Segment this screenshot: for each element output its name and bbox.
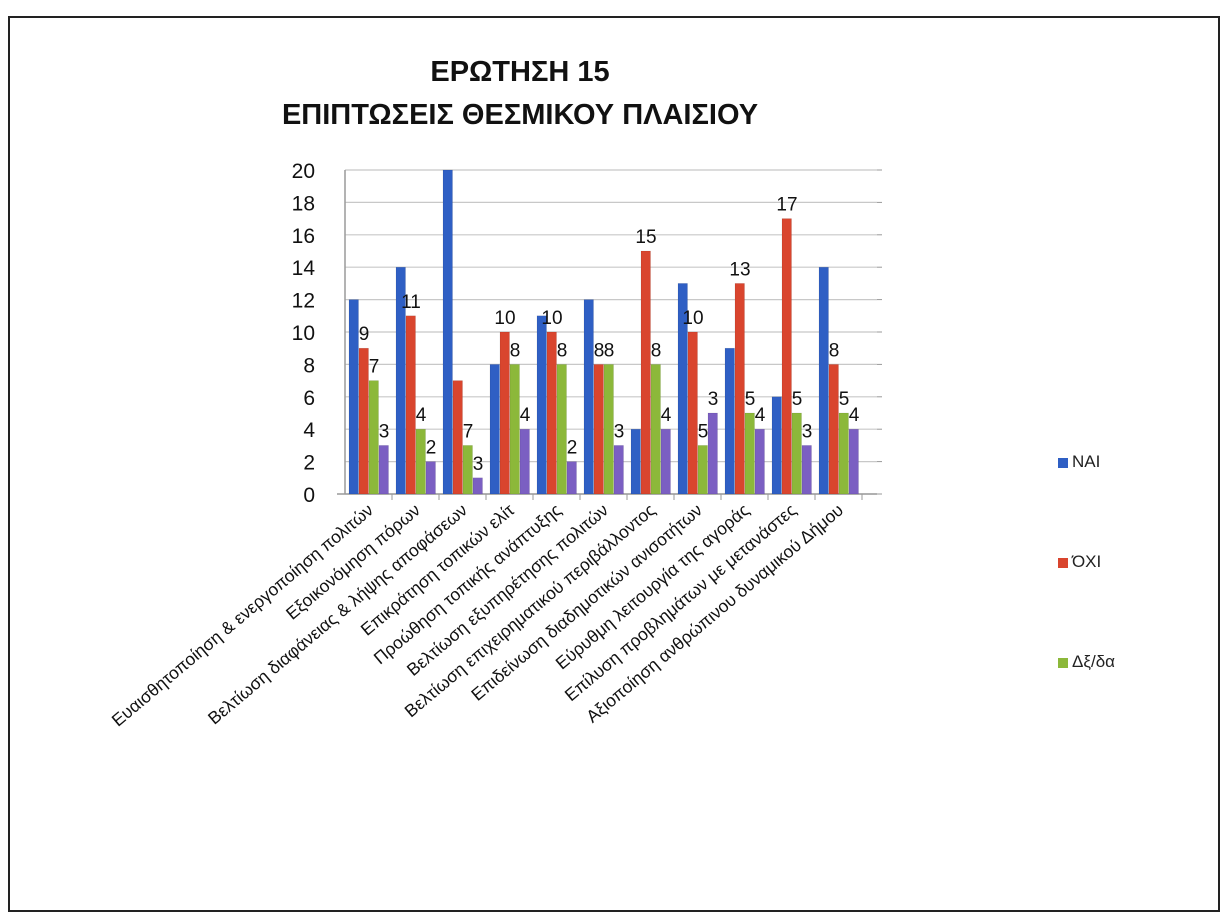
- legend-item-nai: ΝΑΙ: [1058, 452, 1100, 472]
- bar: [425, 461, 436, 495]
- bar: [818, 266, 829, 495]
- bar: [489, 364, 500, 495]
- y-tick-label: 20: [292, 160, 315, 183]
- bar: [519, 428, 530, 495]
- legend-swatch-oxi: [1058, 557, 1068, 568]
- data-label: 5: [698, 421, 709, 442]
- y-tick-label: 8: [303, 354, 315, 377]
- bar: [734, 283, 745, 495]
- chart-title-line1: ΕΡΩΤΗΣΗ 15: [430, 56, 610, 88]
- bar: [828, 364, 839, 495]
- data-label: 5: [792, 389, 803, 410]
- legend-item-dxda: Δξ/δα: [1058, 652, 1115, 672]
- bar: [546, 331, 557, 495]
- bar: [442, 169, 453, 495]
- bar: [405, 315, 416, 495]
- data-label: 7: [369, 357, 380, 378]
- bar: [707, 412, 718, 495]
- y-tick-label: 6: [303, 387, 315, 410]
- data-label: 3: [473, 454, 484, 475]
- bar: [838, 412, 849, 495]
- bar: [677, 283, 688, 495]
- data-label: 3: [379, 421, 390, 442]
- data-label: 4: [416, 405, 427, 426]
- legend-label-dxda: Δξ/δα: [1072, 652, 1115, 671]
- bar: [801, 445, 812, 495]
- data-label: 4: [755, 405, 766, 426]
- data-label: 8: [594, 340, 605, 361]
- data-label: 2: [567, 438, 578, 459]
- bar: [724, 347, 735, 495]
- data-label: 10: [541, 308, 562, 329]
- bar: [754, 428, 765, 495]
- chart-title-line2: ΕΠΙΠΤΩΣΕΙΣ ΘΕΣΜΙΚΟΥ ΠΛΑΙΣΙΟΥ: [281, 99, 759, 131]
- bar: [462, 445, 473, 495]
- y-tick-label: 0: [303, 484, 315, 507]
- data-label: 4: [849, 405, 860, 426]
- data-label: 2: [426, 438, 437, 459]
- y-tick-label: 12: [292, 290, 315, 313]
- bar: [603, 364, 614, 495]
- data-label: 5: [745, 389, 756, 410]
- data-label: 11: [401, 292, 421, 313]
- bar: [368, 380, 379, 495]
- bar: [452, 380, 463, 495]
- bar: [415, 428, 426, 495]
- bar: [583, 299, 594, 495]
- data-label: 8: [557, 340, 568, 361]
- y-tick-label: 14: [292, 257, 316, 280]
- data-label: 8: [829, 340, 840, 361]
- bar: [687, 331, 698, 495]
- bar: [697, 445, 708, 495]
- data-label: 8: [510, 340, 521, 361]
- bar: [499, 331, 510, 495]
- y-tick-label: 18: [292, 192, 315, 215]
- y-tick-label: 16: [292, 225, 315, 248]
- y-tick-label: 2: [303, 452, 315, 475]
- data-label: 13: [729, 259, 750, 280]
- bar: [791, 412, 802, 495]
- data-label: 5: [839, 389, 850, 410]
- bar: [650, 364, 661, 495]
- data-label: 3: [802, 421, 813, 442]
- data-label: 10: [494, 308, 515, 329]
- y-tick-label: 10: [292, 322, 315, 345]
- data-label: 3: [614, 421, 625, 442]
- bar: [472, 477, 483, 495]
- data-label: 8: [604, 340, 615, 361]
- bar: [771, 396, 782, 495]
- bar: [348, 299, 359, 495]
- data-label: 17: [776, 195, 797, 216]
- data-label: 15: [635, 227, 656, 248]
- data-label: 4: [520, 405, 531, 426]
- bar: [660, 428, 671, 495]
- bar: [556, 364, 567, 495]
- bar: [640, 250, 651, 495]
- data-label: 10: [682, 308, 703, 329]
- bar: [630, 428, 641, 495]
- data-label: 9: [359, 324, 370, 345]
- bar: [395, 266, 406, 495]
- y-tick-label: 4: [303, 419, 315, 442]
- data-label: 8: [651, 340, 662, 361]
- legend-label-oxi: ΌΧΙ: [1072, 552, 1102, 571]
- bar: [613, 445, 624, 495]
- bar: [358, 347, 369, 495]
- bar: [566, 461, 577, 495]
- data-label: 7: [463, 421, 474, 442]
- data-label: 3: [708, 389, 719, 410]
- bar: [848, 428, 859, 495]
- legend-swatch-nai: [1058, 457, 1068, 468]
- bar: [781, 218, 792, 495]
- legend-label-nai: ΝΑΙ: [1072, 452, 1101, 471]
- legend-swatch-dxda: [1058, 657, 1068, 668]
- bar: [509, 364, 520, 495]
- data-label: 4: [661, 405, 672, 426]
- legend-item-oxi: ΌΧΙ: [1058, 552, 1101, 572]
- bar: [536, 315, 547, 495]
- bar: [378, 445, 389, 495]
- bar: [593, 364, 604, 495]
- bar: [744, 412, 755, 495]
